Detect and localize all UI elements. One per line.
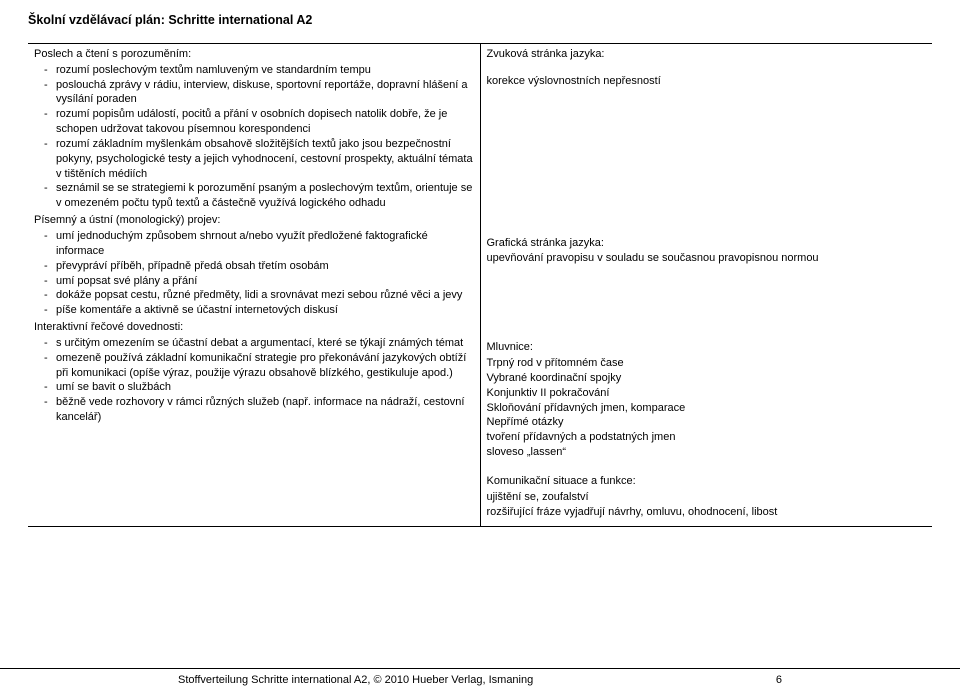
left-column: Poslech a čtení s porozuměním: rozumí po… [28,44,480,526]
block-communication-line: rozšiřující fráze vyjadřují návrhy, omlu… [487,505,927,520]
block-communication: Komunikační situace a funkce: ujištění s… [487,474,927,520]
footer-page-number: 6 [776,673,782,688]
right-column: Zvuková stránka jazyka: korekce výslovno… [480,44,932,526]
footer-left: Stoffverteilung Schritte international A… [178,673,533,688]
section-written-list: umí jednoduchým způsobem shrnout a/nebo … [34,229,474,318]
block-graphic-head: Grafická stránka jazyka: [487,236,927,251]
block-grammar-line: Vybrané koordinační spojky [487,371,927,386]
list-item: převypráví příběh, případně předá obsah … [34,259,474,274]
block-communication-line: ujištění se, zoufalství [487,490,927,505]
list-item: omezeně používá základní komunikační str… [34,351,474,381]
list-item: píše komentáře a aktivně se účastní inte… [34,303,474,318]
block-sound-head: Zvuková stránka jazyka: [487,47,927,62]
page-footer: Stoffverteilung Schritte international A… [0,668,960,688]
block-grammar-line: tvoření přídavných a podstatných jmen [487,430,927,445]
list-item: rozumí základním myšlenkám obsahově slož… [34,137,474,182]
block-grammar-line: Trpný rod v přítomném čase [487,356,927,371]
section-interactive-list: s určitým omezením se účastní debat a ar… [34,336,474,425]
list-item: rozumí poslechovým textům namluveným ve … [34,63,474,78]
block-grammar-line: Nepřímé otázky [487,415,927,430]
spacer [487,101,927,236]
list-item: umí jednoduchým způsobem shrnout a/nebo … [34,229,474,259]
section-listening-head: Poslech a čtení s porozuměním: [34,47,474,62]
block-grammar-head: Mluvnice: [487,340,927,355]
page-title: Školní vzdělávací plán: Schritte interna… [28,12,932,29]
list-item: rozumí popisům událostí, pocitů a přání … [34,107,474,137]
block-sound-line: korekce výslovnostních nepřesností [487,74,927,89]
block-graphic-line: upevňování pravopisu v souladu se součas… [487,251,927,266]
block-grammar-line: sloveso „lassen“ [487,445,927,460]
list-item: s určitým omezením se účastní debat a ar… [34,336,474,351]
list-item: dokáže popsat cestu, různé předměty, lid… [34,288,474,303]
section-interactive-head: Interaktivní řečové dovednosti: [34,320,474,335]
list-item: běžně vede rozhovory v rámci různých slu… [34,395,474,425]
block-grammar: Mluvnice: Trpný rod v přítomném čase Vyb… [487,340,927,460]
list-item: umí popsat své plány a přání [34,274,474,289]
section-written-head: Písemný a ústní (monologický) projev: [34,213,474,228]
list-item: seznámil se se strategiemi k porozumění … [34,181,474,211]
block-grammar-line: Skloňování přídavných jmen, komparace [487,401,927,416]
block-grammar-line: Konjunktiv II pokračování [487,386,927,401]
section-listening-list: rozumí poslechovým textům namluveným ve … [34,63,474,211]
block-sound: Zvuková stránka jazyka: korekce výslovno… [487,47,927,89]
spacer [487,278,927,340]
content-table: Poslech a čtení s porozuměním: rozumí po… [28,43,932,527]
block-communication-head: Komunikační situace a funkce: [487,474,927,489]
block-graphic: Grafická stránka jazyka: upevňování prav… [487,236,927,267]
list-item: umí se bavit o službách [34,380,474,395]
list-item: poslouchá zprávy v rádiu, interview, dis… [34,78,474,108]
